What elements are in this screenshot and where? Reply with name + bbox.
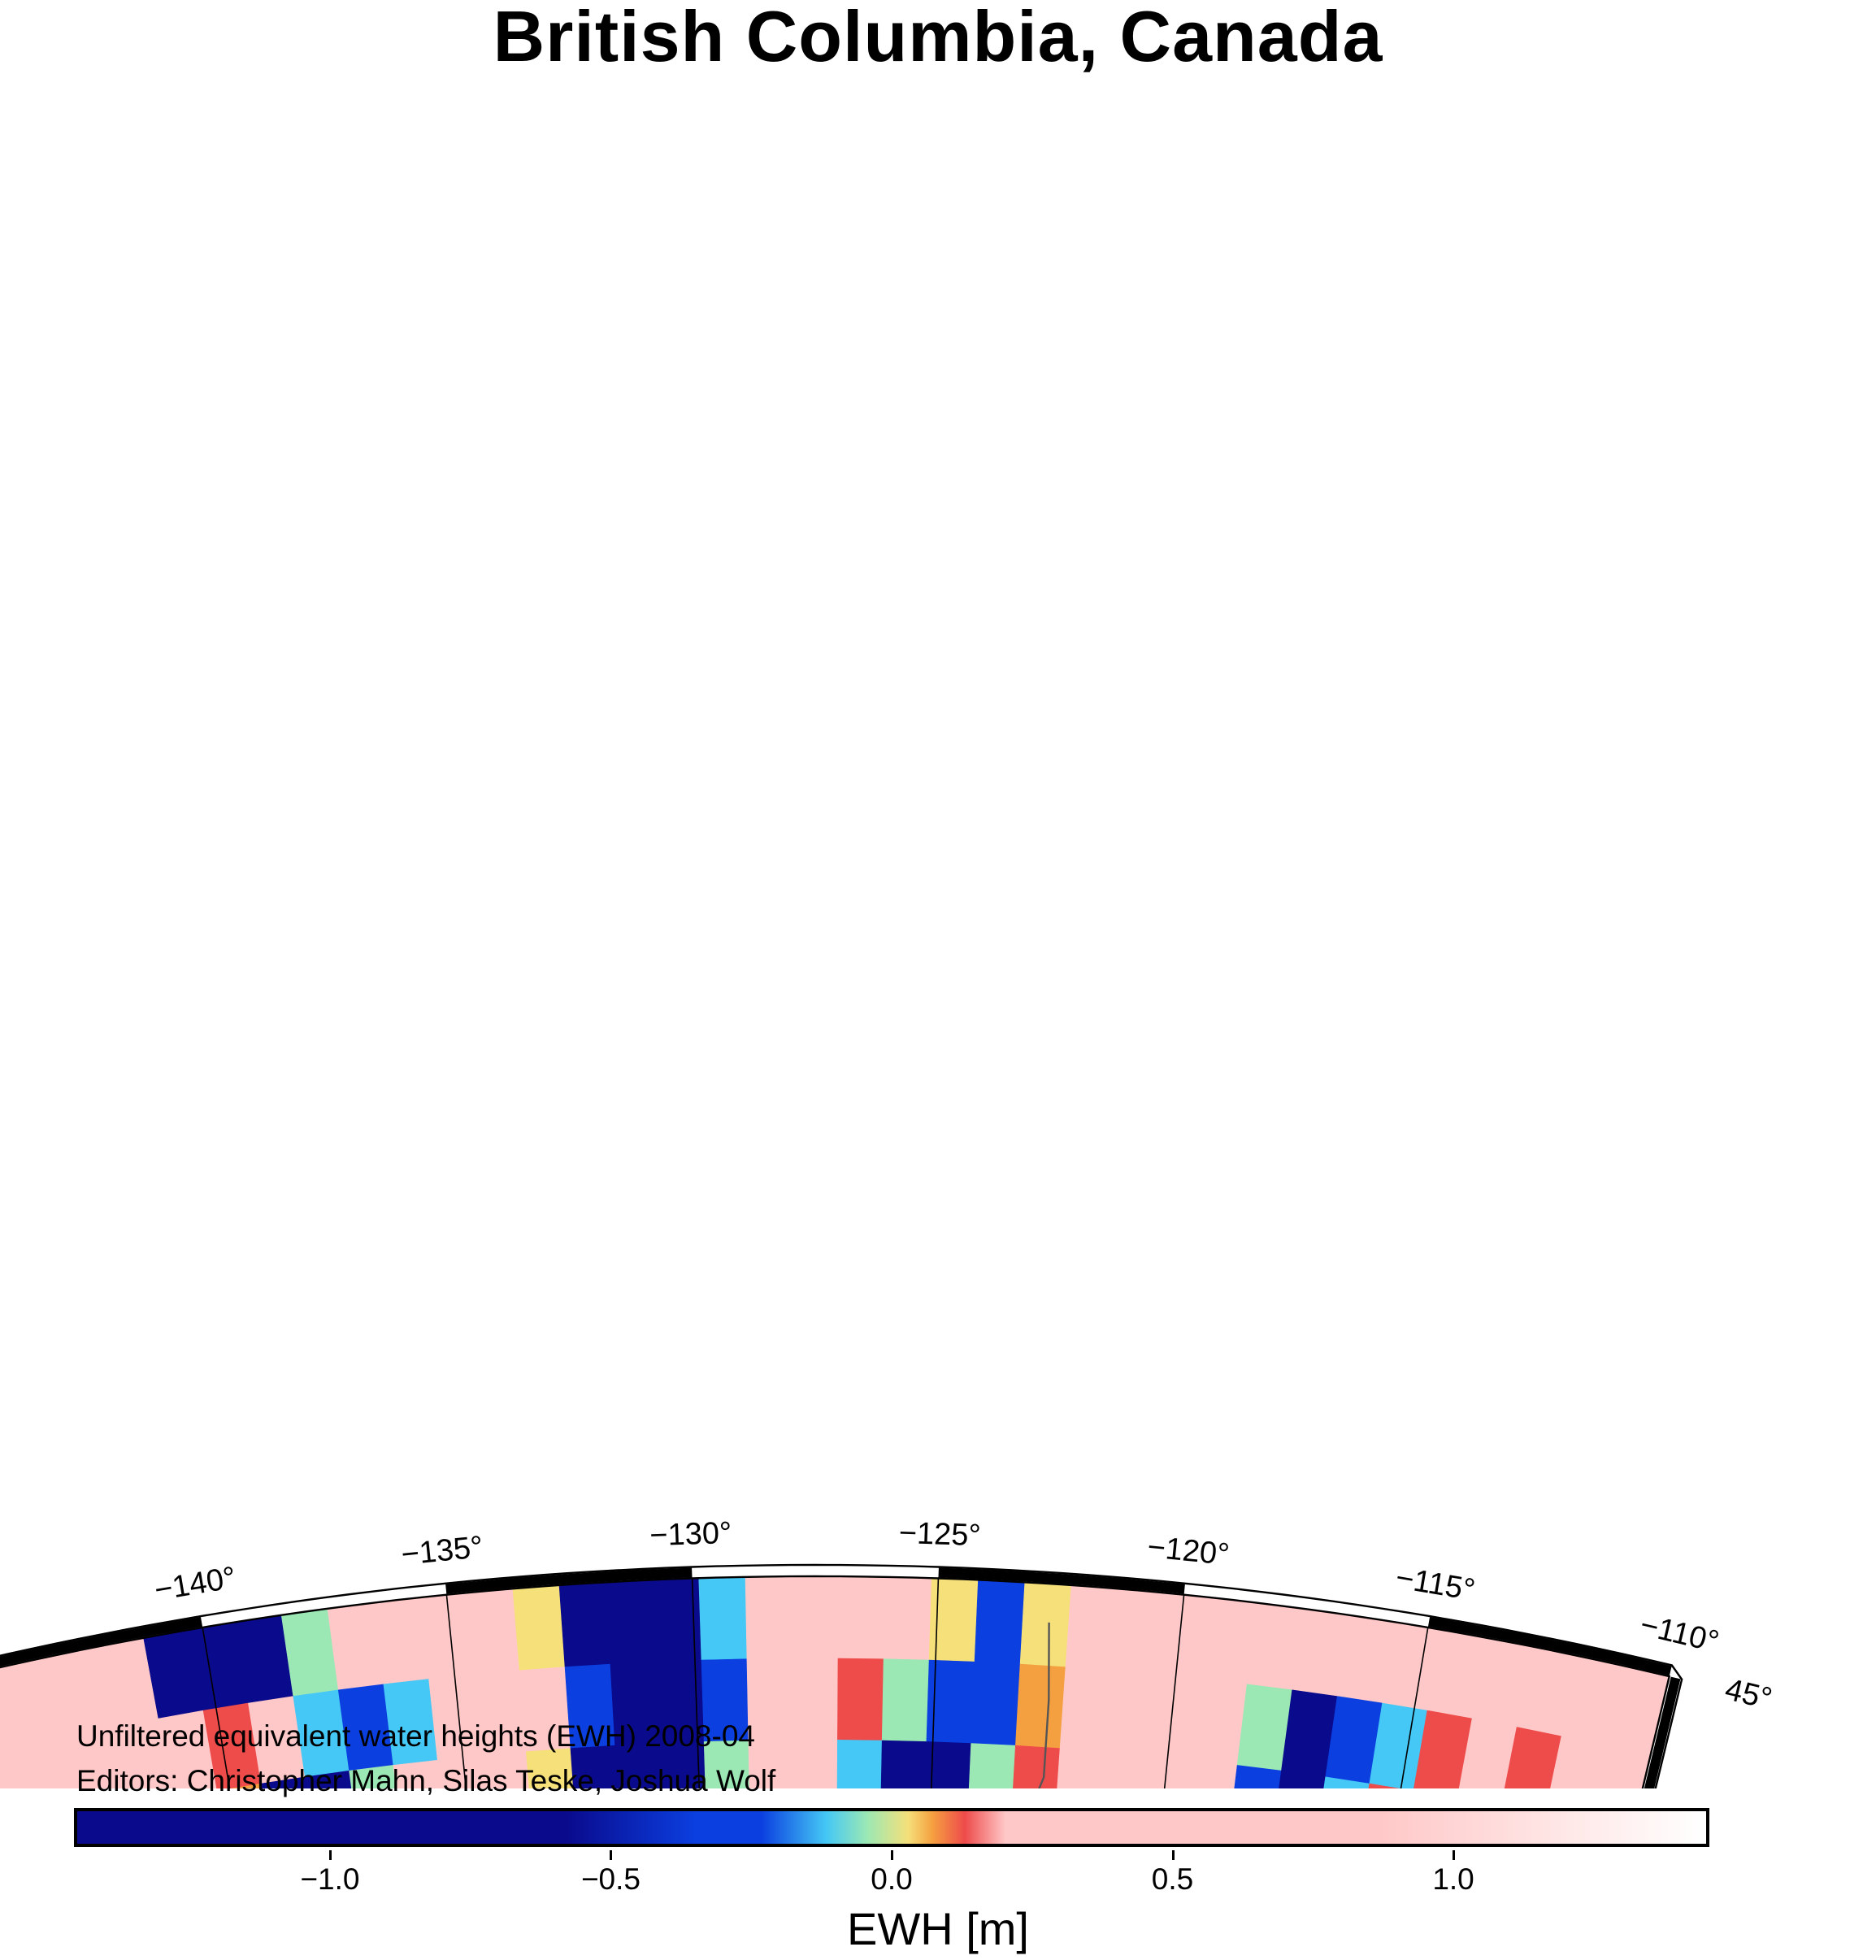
ewh-grid-cell <box>883 1576 932 1660</box>
ewh-grid-cell <box>745 1576 793 1659</box>
subtitle-line-2: Editors: Christopher Mahn, Silas Teske, … <box>76 1764 776 1797</box>
colorbar-tick <box>328 1850 332 1860</box>
lon-tick-label-bottom: −125° <box>898 1516 981 1553</box>
ewh-grid-cell <box>558 1581 611 1667</box>
ewh-grid-cell <box>466 1588 520 1675</box>
lon-tick-label-bottom: −110° <box>1637 1608 1722 1660</box>
ewh-grid-cell <box>1097 1750 1149 1788</box>
ewh-grid-cell <box>605 1580 657 1664</box>
ewh-grid-cell <box>966 1742 1016 1788</box>
ewh-grid-cell <box>512 1584 566 1671</box>
colorbar-tick-label: −1.0 <box>300 1862 360 1896</box>
ewh-grid-cell <box>1015 1663 1066 1749</box>
ewh-grid-cell <box>1053 1747 1105 1788</box>
colorbar-gradient <box>74 1808 1709 1847</box>
ewh-grid-cell <box>792 1658 839 1740</box>
ewh-grid-cell <box>971 1661 1021 1745</box>
map-frame <box>0 1563 1683 1788</box>
lon-tick-label-bottom: −120° <box>1146 1530 1231 1572</box>
lon-tick-label-bottom: −130° <box>649 1516 732 1553</box>
ewh-grid-cell <box>1605 1665 1670 1757</box>
lon-tick-label-bottom: −115° <box>1393 1561 1478 1608</box>
colorbar-tick <box>610 1850 613 1860</box>
ewh-grid-cell <box>1010 1745 1061 1788</box>
colorbar-tick-label: 0.0 <box>871 1862 913 1896</box>
colorbar-tick-label: −0.5 <box>580 1862 641 1896</box>
ewh-grid-cell <box>837 1658 884 1741</box>
colorbar-tick-label: 0.5 <box>1151 1862 1194 1896</box>
colorbar-tick <box>1171 1850 1175 1860</box>
colorbar-tick-label: 1.0 <box>1432 1862 1474 1896</box>
lon-tick-label-bottom: −140° <box>152 1561 238 1608</box>
ewh-grid-cell <box>698 1576 748 1660</box>
colorbar-tick <box>891 1850 893 1860</box>
lat-tick-label-right: 45° <box>1722 1672 1775 1716</box>
ewh-grid-cell <box>836 1739 883 1788</box>
ewh-grid-cell <box>837 1576 886 1659</box>
ewh-grid-cells <box>0 1576 1670 1788</box>
ewh-grid-cell <box>1019 1581 1072 1667</box>
ewh-grid-cell <box>974 1580 1026 1664</box>
ewh-grid-cell <box>1065 1584 1118 1671</box>
ewh-grid-cell <box>791 1576 840 1658</box>
ewh-grid-cell <box>1059 1666 1112 1752</box>
ewh-grid-cell <box>373 1597 429 1684</box>
colorbar-title: EWH [m] <box>847 1903 1029 1954</box>
ewh-grid-cell <box>881 1658 930 1742</box>
ewh-grid-cell <box>1104 1669 1157 1756</box>
ewh-grid-cell <box>879 1740 927 1788</box>
ewh-grid-cell <box>1110 1588 1165 1675</box>
colorbar-tick <box>1453 1850 1456 1860</box>
lon-tick-label-bottom: −135° <box>400 1530 484 1572</box>
map-title: British Columbia, Canada <box>493 0 1383 76</box>
map-figure: −145°−145°−140°−140°−135°−135°−130°−130°… <box>0 1516 1775 1788</box>
subtitle-line-1: Unfiltered equivalent water heights (EWH… <box>76 1719 755 1753</box>
colorbar <box>74 1808 1709 1847</box>
ewh-grid-cell <box>793 1739 838 1788</box>
